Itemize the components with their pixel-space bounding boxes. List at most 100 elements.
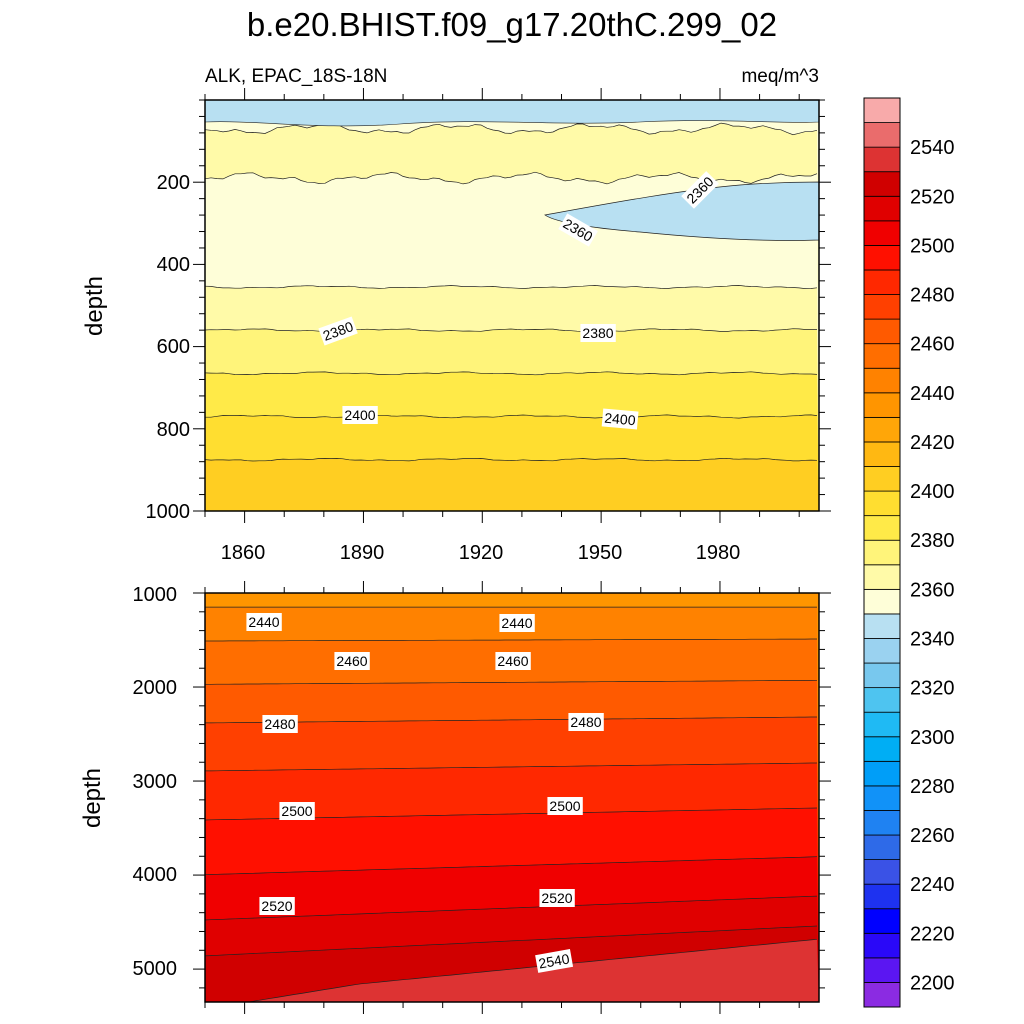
contour-band [544,181,819,241]
lower-panel-frame [204,592,820,1003]
lower-panel-ticks [193,581,831,1014]
contour-label-box [558,213,598,247]
colorbar-box [863,441,901,467]
contour-label-box [547,797,583,815]
colorbar-label: 2440 [910,383,955,405]
chart-title: b.e20.BHIST.f09_g17.20thC.299_02 [247,6,777,43]
x-tick-label: 1950 [578,542,623,564]
contour-label-box [539,889,575,907]
contour-line [205,414,818,419]
colorbar-label: 2200 [910,972,955,994]
y-axis-label: depth [79,768,106,828]
y-tick-label: 3000 [133,771,178,793]
contour-band [205,100,819,127]
colorbar-box [863,515,901,541]
contour-label: 2460 [497,653,528,669]
colorbar-box [863,294,901,320]
contour-label-box [262,715,298,733]
contour-label-box [568,713,604,731]
contour-line [246,938,818,1002]
colorbar-box [863,932,901,959]
contour-band [205,458,819,511]
contour-line [205,457,818,462]
colorbar: 2200 2220 2240 2260 2280 2300 2320 2340 … [863,97,955,1008]
colorbar-box [863,982,901,1008]
colorbar-label: 2320 [910,678,955,700]
contour-label: 2380 [582,325,613,341]
colorbar-box [863,122,901,148]
colorbar-boxes [863,97,901,1008]
x-tick-label: 1980 [696,542,741,564]
contour-label-box [318,316,358,346]
y-tick-label: 600 [157,336,190,358]
colorbar-box [863,490,901,517]
colorbar-box [863,392,901,418]
contour-label-box [334,652,370,670]
contour-line [205,679,818,685]
contour-label-box [246,613,282,631]
colorbar-box [863,269,901,295]
contour-label: 2520 [261,898,292,914]
colorbar-box [863,908,901,934]
lower-panel: 2440 2440 2460 2460 2480 2480 2500 2500 … [79,581,831,1014]
colorbar-label: 2380 [910,530,955,552]
contour-label: 2540 [537,950,571,971]
colorbar-label: 2420 [910,432,955,454]
y-axis-label: depth [81,276,108,336]
contour-line [205,716,817,724]
contour-line [205,925,818,957]
colorbar-box [863,588,901,615]
contour-line [205,638,817,642]
colorbar-box [863,466,901,492]
contour-label: 2480 [570,714,601,730]
colorbar-box [863,957,901,983]
contour-line [205,895,818,921]
colorbar-frame [863,97,901,1008]
colorbar-box [863,97,901,123]
x-tick-label: 1920 [459,542,504,564]
contour-line [205,285,818,289]
contour-line [205,762,817,772]
colorbar-label: 2220 [910,923,955,945]
colorbar-box [863,564,901,590]
contour-label-box [580,324,616,342]
colorbar-box [863,343,901,369]
contour-line [205,328,818,332]
colorbar-label: 2300 [910,727,955,749]
upper-panel: 2360 2360 2380 2380 2400 2400 200 400 60… [81,88,831,523]
colorbar-box [863,367,901,394]
contour-label: 2500 [281,803,312,819]
contour-label-box [495,652,531,670]
contour-line [205,371,818,376]
upper-panel-fill [205,100,819,511]
upper-panel-ticks [193,88,831,523]
chart-subtitle-left: ALK, EPAC_18S-18N [205,66,387,87]
colorbar-box [863,810,901,836]
colorbar-label: 2520 [910,186,955,208]
colorbar-label: 2480 [910,285,955,307]
y-tick-label: 200 [157,172,190,194]
contour-label-box [681,171,719,209]
contour-label: 2440 [501,615,532,631]
contour-label-box [535,949,574,973]
x-tick-label: 1860 [221,542,266,564]
contour-label: 2480 [264,716,295,732]
y-tick-label: 1000 [146,501,191,523]
contour-label-box [601,408,639,430]
colorbar-box [863,245,901,271]
contour-label: 2500 [549,798,580,814]
x-tick-label: 1890 [340,542,385,564]
contour-line [205,856,818,876]
contour-label: 2440 [248,614,279,630]
lower-panel-fill [205,593,819,1002]
colorbar-box [863,859,901,885]
colorbar-box [863,687,901,713]
y-tick-label: 400 [157,254,190,276]
contour-label-box [499,614,535,632]
colorbar-box [863,785,901,811]
colorbar-label: 2240 [910,874,955,896]
colorbar-box [863,613,901,639]
colorbar-label: 2540 [910,137,955,159]
colorbar-box [863,220,901,246]
